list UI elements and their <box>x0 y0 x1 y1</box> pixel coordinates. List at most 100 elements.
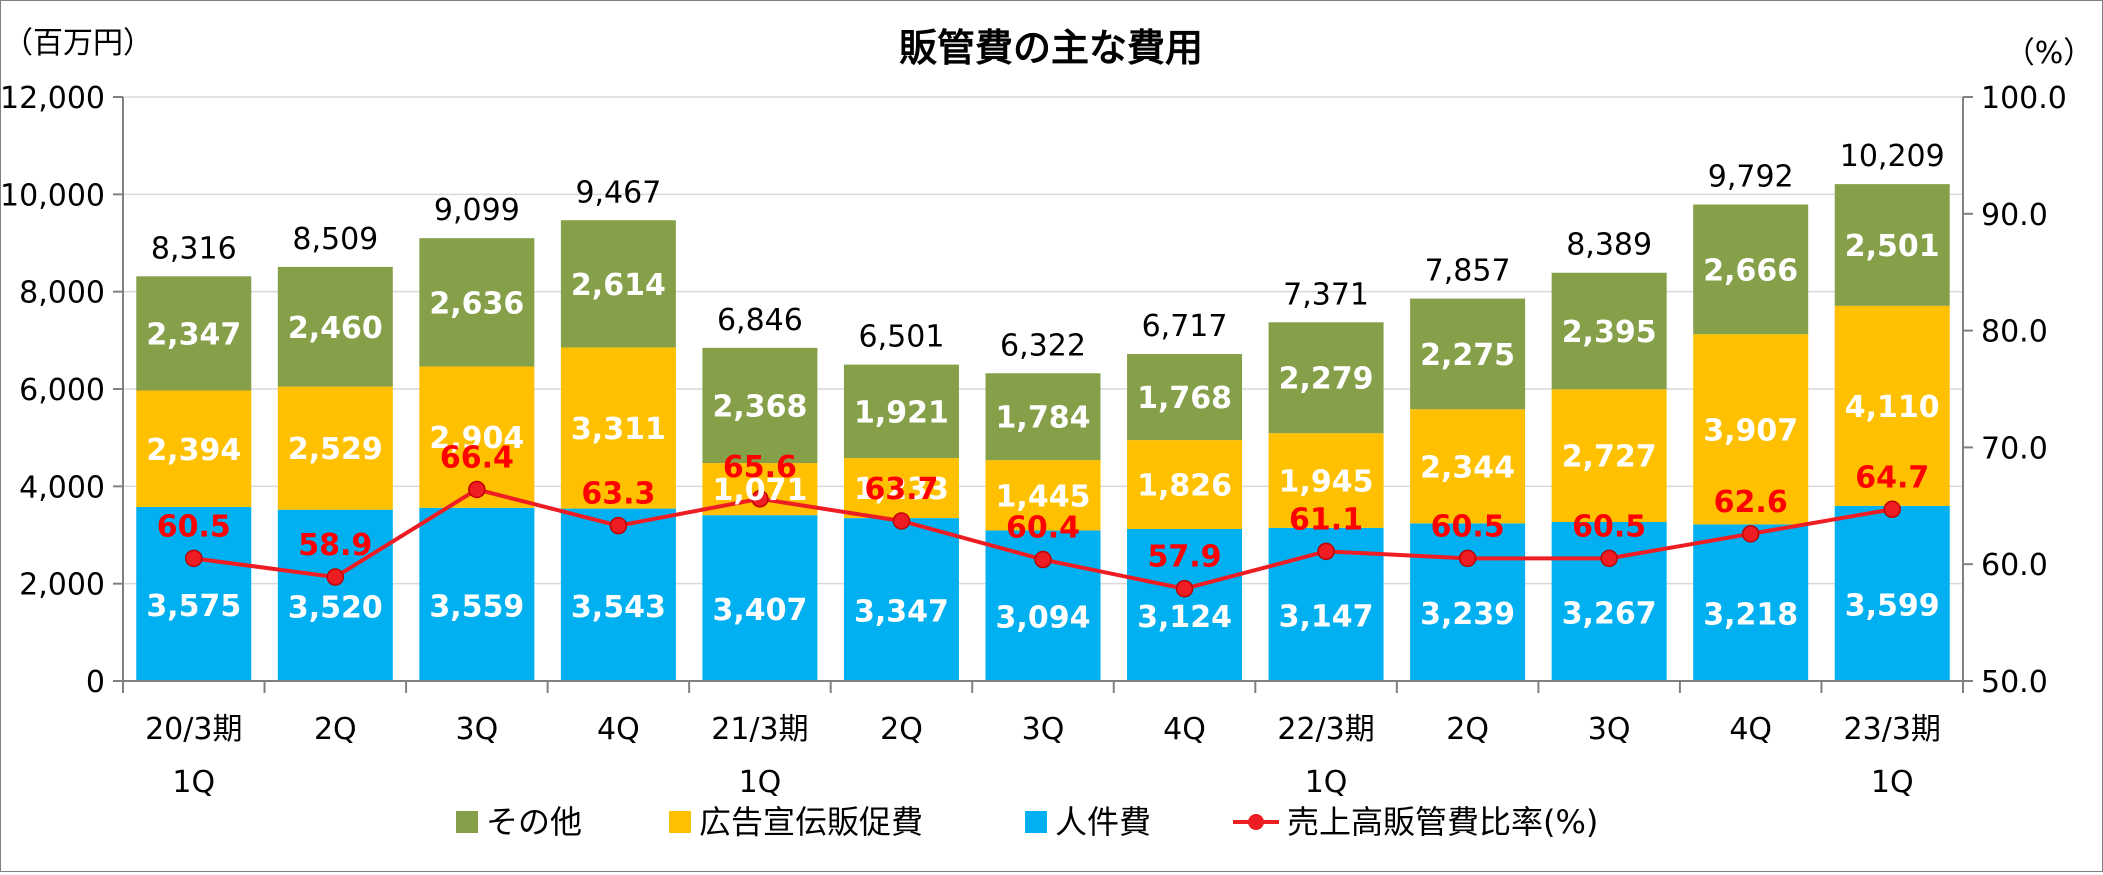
chart-title: 販管費の主な費用 <box>899 26 1203 70</box>
segment-value-label: 2,368 <box>712 389 807 424</box>
segment-value-label: 1,784 <box>996 401 1091 436</box>
bar-other <box>1551 272 1667 390</box>
left-axis-tick: 2,000 <box>19 568 105 603</box>
x-axis-tick-label: 2Q <box>880 712 923 747</box>
legend-advertising-label: 広告宣伝販促費 <box>699 803 923 841</box>
total-value-label: 6,846 <box>717 303 803 338</box>
bar-other <box>1410 298 1526 410</box>
segment-value-label: 2,460 <box>288 311 383 346</box>
bar-other <box>1834 184 1950 306</box>
bar-advertising <box>1268 433 1384 528</box>
left-axis-tick: 6,000 <box>19 373 105 408</box>
bar-other <box>1268 322 1384 434</box>
bar-advertising <box>1127 440 1243 529</box>
segment-value-label: 3,520 <box>288 590 383 625</box>
ratio-point <box>609 516 628 535</box>
ratio-point <box>1175 579 1194 598</box>
ratio-value-label: 62.6 <box>1714 485 1788 520</box>
total-value-label: 7,371 <box>1283 277 1369 312</box>
ratio-point <box>1741 525 1760 543</box>
x-axis-tick-label: 4Q <box>1163 712 1206 747</box>
segment-value-label: 4,110 <box>1845 390 1940 425</box>
bar-personnel <box>1127 528 1243 681</box>
bar-personnel <box>277 509 393 681</box>
segment-value-label: 2,666 <box>1703 253 1798 288</box>
x-axis-tick-label: 4Q <box>1729 712 1772 747</box>
right-axis-tick: 80.0 <box>1981 315 2048 350</box>
ratio-value-label: 60.4 <box>1006 511 1080 546</box>
bar-other <box>560 220 676 348</box>
segment-value-label: 3,267 <box>1562 597 1657 632</box>
bar-other <box>843 364 959 459</box>
ratio-point <box>185 549 203 568</box>
total-value-label: 6,501 <box>859 320 945 355</box>
ratio-value-label: 63.3 <box>581 477 655 512</box>
bar-personnel <box>1693 524 1809 681</box>
segment-value-label: 2,347 <box>146 317 241 352</box>
segment-value-label: 3,907 <box>1703 413 1798 448</box>
bar-other <box>1693 204 1809 335</box>
bar-personnel <box>702 515 818 681</box>
x-axis-tick-label: 23/3期 <box>1844 712 1941 747</box>
segment-value-label: 1,921 <box>854 395 949 430</box>
legend-other-swatch <box>456 811 478 833</box>
bar-other <box>277 266 393 387</box>
right-axis-tick: 60.0 <box>1981 548 2048 583</box>
left-axis-tick: 0 <box>86 665 105 700</box>
bar-advertising <box>1834 305 1950 506</box>
left-axis-unit: （百万円） <box>3 26 153 61</box>
x-axis-tick-label: 2Q <box>314 712 357 747</box>
segment-value-label: 3,094 <box>996 601 1091 636</box>
segment-value-label: 3,311 <box>571 412 666 447</box>
legend-other-label: その他 <box>486 803 582 841</box>
bar-advertising <box>1551 389 1667 523</box>
bar-other <box>419 238 535 367</box>
right-axis-tick: 100.0 <box>1981 81 2067 116</box>
bar-other <box>702 347 818 464</box>
total-value-label: 7,857 <box>1425 254 1511 289</box>
segment-value-label: 3,543 <box>571 590 666 625</box>
ratio-point <box>892 512 911 530</box>
segment-value-label: 1,826 <box>1137 469 1232 504</box>
bar-advertising <box>560 347 676 509</box>
ratio-point <box>468 480 486 499</box>
total-value-label: 6,322 <box>1000 328 1086 363</box>
total-value-label: 8,389 <box>1566 228 1652 263</box>
x-axis-tick-label: 1Q <box>1871 765 1914 800</box>
total-value-label: 6,717 <box>1142 309 1228 344</box>
legend: その他 広告宣伝販促費 人件費 売上高販管費比率(%) <box>456 803 1598 841</box>
bar-advertising <box>136 390 252 508</box>
ratio-line-group <box>185 480 1901 598</box>
ratio-value-label: 66.4 <box>440 440 514 475</box>
legend-personnel-label: 人件費 <box>1055 803 1151 841</box>
segment-value-label: 1,945 <box>1279 465 1374 500</box>
x-axis-tick-label: 3Q <box>1588 712 1631 747</box>
total-value-label: 9,467 <box>575 175 661 210</box>
x-axis-tick-label: 4Q <box>597 712 640 747</box>
left-axis-tick: 10,000 <box>1 178 105 213</box>
bar-advertising <box>1693 334 1809 525</box>
total-value-label: 8,316 <box>151 231 237 266</box>
segment-value-label: 2,727 <box>1562 440 1657 475</box>
legend-ratio-label: 売上高販管費比率(%) <box>1287 803 1598 841</box>
segment-value-label: 2,395 <box>1562 315 1657 350</box>
ratio-point <box>1034 550 1052 569</box>
segment-value-label: 3,559 <box>429 589 524 624</box>
label-group: 3,575 2,394 2,347 8,316 3,520 2,529 2,460 8,509… <box>146 139 1944 636</box>
ratio-point <box>1600 549 1618 568</box>
segment-value-label: 2,501 <box>1845 229 1940 264</box>
segment-value-label: 3,239 <box>1420 597 1515 632</box>
segment-value-label: 2,275 <box>1420 338 1515 373</box>
bar-advertising <box>277 386 393 510</box>
segment-value-label: 3,218 <box>1703 598 1798 633</box>
bar-other <box>1127 354 1243 441</box>
x-axis-tick-label: 3Q <box>1022 712 1065 747</box>
segment-value-label: 2,904 <box>429 421 524 456</box>
ratio-point <box>751 490 769 508</box>
left-axis-tick: 4,000 <box>19 470 105 505</box>
bar-group <box>136 184 1950 681</box>
total-value-label: 10,209 <box>1840 139 1945 174</box>
total-value-label: 8,509 <box>292 222 378 257</box>
x-axis-tick-label: 22/3期 <box>1277 712 1374 747</box>
